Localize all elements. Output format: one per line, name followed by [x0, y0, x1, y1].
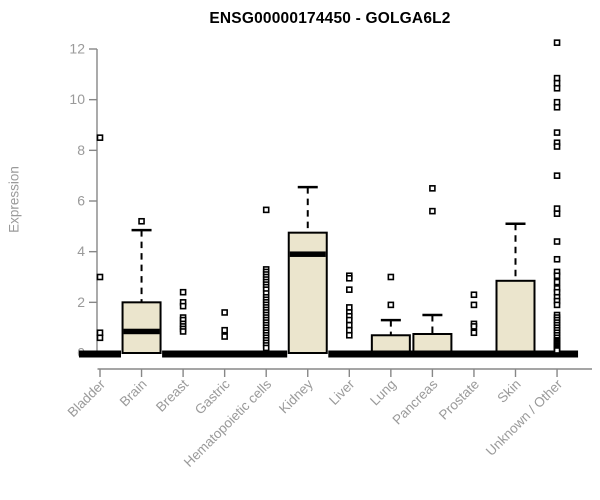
outlier-point [553, 129, 561, 136]
outlier-point [221, 309, 228, 316]
boxplot-brain [121, 217, 162, 355]
boxplot-prostate [452, 291, 495, 358]
outlier-point [429, 207, 436, 215]
outlier-point [345, 304, 353, 311]
outlier-point [262, 206, 270, 214]
outlier-point [553, 103, 561, 111]
outlier-point [553, 347, 561, 354]
x-category-label: Gastric [192, 376, 233, 417]
outlier-point [345, 286, 353, 293]
box [495, 279, 536, 354]
outlier-point [553, 74, 561, 82]
boxplot-hematopoietic-cells [245, 206, 288, 358]
y-tick-label: 6 [77, 193, 85, 209]
outlier-point [553, 272, 561, 280]
outlier-point [470, 301, 478, 309]
outlier-point [553, 255, 561, 263]
outlier-point [553, 210, 561, 217]
outlier-point [553, 301, 561, 309]
boxplot-skin [494, 222, 537, 358]
boxplot-unknown-other [536, 39, 579, 358]
zero-bar [452, 350, 495, 358]
boxplot-gastric [203, 309, 246, 358]
x-category-label: Bladder [65, 376, 109, 420]
median-line [494, 350, 537, 358]
outlier-point [96, 334, 104, 342]
x-category-label: Brain [117, 377, 150, 410]
x-category-label: Skin [494, 377, 523, 406]
outlier-point [470, 329, 478, 337]
outlier-point [553, 98, 561, 106]
outlier-point [96, 329, 104, 337]
boxplot-breast [162, 288, 205, 358]
box [370, 334, 411, 354]
outlier-point [345, 321, 353, 329]
boxplot-pancreas [411, 185, 454, 358]
y-tick-label: 8 [77, 142, 85, 158]
outlier-point [553, 172, 561, 179]
boxplot-liver [328, 272, 371, 358]
outlier-point [553, 238, 561, 245]
y-tick-label: 4 [77, 243, 85, 259]
median-line [289, 251, 326, 257]
chart-title: ENSG00000174450 - GOLGA6L2 [209, 10, 451, 27]
boxplot-lung [369, 273, 412, 358]
outlier-point [553, 278, 561, 286]
x-category-label: Prostate [436, 377, 482, 423]
outlier-point [221, 326, 228, 334]
zero-bar [245, 350, 288, 358]
outlier-point [138, 217, 145, 225]
outlier-point [345, 274, 353, 282]
outlier-point [387, 273, 395, 281]
zero-bar [536, 350, 579, 358]
box [121, 301, 162, 355]
median-line [369, 350, 412, 358]
x-category-label: Unknown / Other [483, 376, 566, 459]
x-category-label: Pancreas [390, 376, 441, 427]
box [412, 333, 453, 354]
outlier-point [470, 323, 478, 330]
boxplot-bladder [79, 134, 121, 358]
zero-bar [79, 350, 121, 358]
outlier-point [96, 134, 104, 141]
outlier-point [553, 79, 561, 87]
outlier-point [345, 331, 353, 339]
y-tick-label: 12 [69, 41, 85, 57]
zero-bar [162, 350, 205, 358]
y-tick-label: 10 [69, 91, 85, 107]
outlier-point [179, 288, 187, 296]
x-category-label: Kidney [276, 376, 316, 416]
outlier-point [262, 344, 270, 352]
outlier-point [429, 185, 436, 192]
outlier-point [96, 273, 104, 281]
outlier-point [221, 333, 228, 340]
outlier-point [179, 302, 187, 310]
median-line [411, 350, 454, 358]
x-category-label: Liver [326, 376, 358, 408]
outlier-point [387, 301, 395, 309]
box [287, 231, 328, 355]
zero-bar [328, 350, 371, 358]
outlier-point [553, 143, 561, 150]
outlier-point [345, 326, 353, 334]
outlier-point [553, 84, 561, 92]
outlier-point [345, 316, 353, 324]
outlier-point [179, 328, 187, 335]
x-category-label: Lung [367, 377, 399, 409]
boxplot-kidney [287, 185, 328, 355]
outlier-point [553, 288, 561, 296]
outlier-point [553, 39, 561, 46]
zero-bar [203, 350, 246, 358]
outlier-point [553, 205, 561, 212]
x-category-label: Breast [153, 376, 191, 414]
y-tick-label: 2 [77, 294, 85, 310]
median-line [123, 328, 160, 335]
outlier-point [470, 291, 478, 299]
